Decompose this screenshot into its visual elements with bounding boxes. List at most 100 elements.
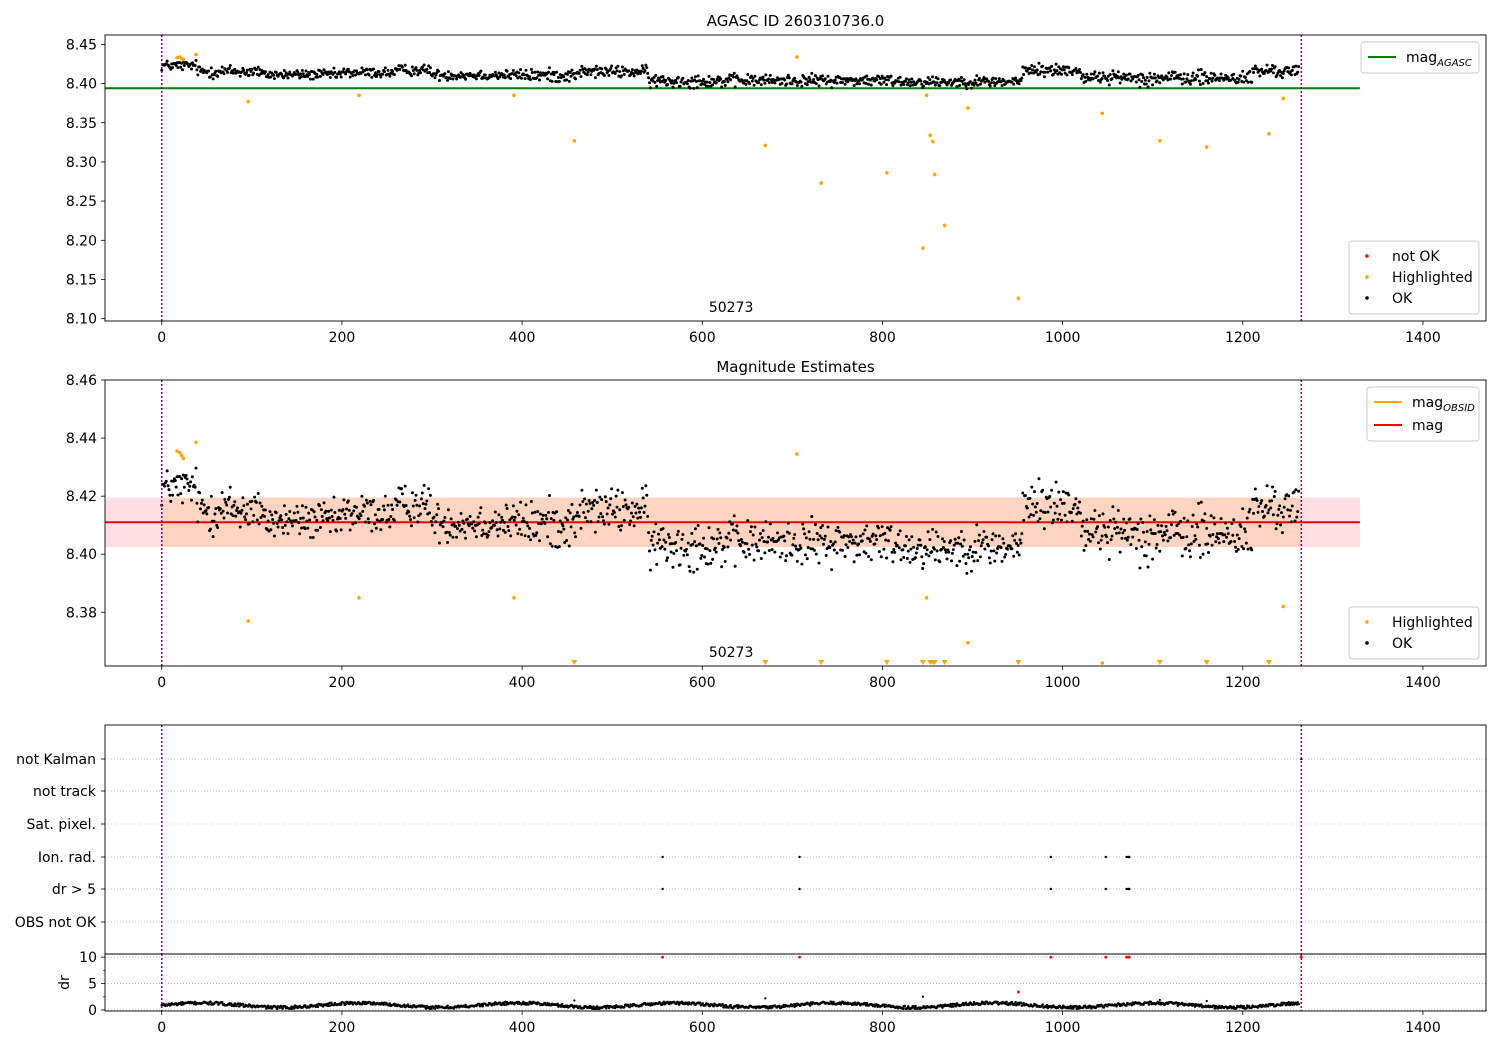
ok-point [645, 493, 649, 497]
ok-point [168, 493, 172, 497]
ok-point [1143, 78, 1147, 82]
ok-point [410, 65, 414, 69]
ok-point [843, 554, 847, 558]
ok-point [1020, 76, 1024, 80]
ok-point [588, 501, 592, 505]
ok-point [629, 511, 633, 515]
ok-point [1287, 66, 1291, 70]
ok-point [1028, 496, 1032, 500]
ok-point [386, 503, 390, 507]
ok-point [311, 536, 315, 539]
ok-point [1032, 490, 1036, 494]
ok-point [1278, 504, 1282, 508]
ok-point [540, 517, 544, 521]
ok-point [1194, 537, 1198, 541]
ok-point [1196, 525, 1200, 529]
legend-label: OK [1392, 291, 1413, 307]
ok-point [173, 479, 177, 483]
ok-point [1219, 72, 1223, 76]
ok-point [1247, 510, 1251, 514]
ok-point [726, 80, 730, 84]
ok-point [546, 77, 550, 81]
ok-point [1067, 66, 1071, 70]
ok-point [793, 533, 797, 536]
ok-point [479, 69, 483, 73]
ok-point [294, 518, 298, 522]
ok-point [597, 515, 601, 519]
ok-point [893, 550, 897, 554]
ok-point [850, 541, 854, 545]
ok-point [933, 558, 937, 562]
ok-point [723, 84, 727, 88]
ok-point [428, 70, 432, 74]
ok-point [752, 83, 756, 87]
ok-point [739, 544, 743, 548]
ok-point [822, 537, 826, 541]
ok-point [800, 562, 804, 566]
ok-point [179, 492, 183, 496]
ok-point [719, 536, 723, 540]
ok-point [1063, 513, 1067, 517]
ok-point [964, 562, 968, 566]
ok-point [878, 534, 882, 538]
ok-point [207, 506, 211, 509]
ok-point [729, 78, 733, 82]
legend-marker [1365, 275, 1369, 279]
ok-point [316, 528, 320, 532]
ok-point [589, 73, 593, 77]
ok-point [1205, 526, 1209, 530]
ok-point [174, 485, 178, 489]
ok-point [186, 481, 190, 485]
ok-point [888, 528, 892, 532]
ok-point [364, 73, 368, 77]
dr-point [1176, 1004, 1180, 1007]
ok-point [1201, 82, 1205, 86]
highlighted-point [763, 143, 768, 148]
ok-point [672, 552, 676, 556]
ok-point [1188, 555, 1192, 559]
ok-point [1043, 70, 1047, 74]
ok-point [1121, 531, 1125, 535]
ok-point [1194, 78, 1198, 82]
ok-point [491, 519, 495, 523]
ok-point [1270, 67, 1274, 71]
ok-point [208, 527, 212, 531]
ok-point [959, 542, 963, 546]
dr-point [914, 1004, 917, 1008]
x-tick-label: 0 [157, 330, 166, 346]
ok-point [1111, 69, 1115, 73]
legend-label: OK [1392, 636, 1413, 652]
ok-point [1257, 505, 1261, 509]
ok-point [1159, 530, 1163, 534]
ok-point [285, 520, 289, 524]
ok-point [1002, 541, 1006, 545]
ok-point [906, 81, 910, 85]
below-range-marker [1265, 660, 1272, 665]
ok-point [459, 512, 463, 516]
obsid-annotation: 50273 [709, 300, 754, 316]
ok-point [359, 514, 363, 518]
ok-point [351, 73, 355, 77]
ok-point [992, 549, 996, 553]
ok-point [1059, 498, 1063, 502]
x-tick-label: 1400 [1405, 330, 1441, 346]
ok-point [547, 510, 551, 514]
ok-point [889, 74, 893, 78]
ok-point [818, 534, 822, 538]
ok-point [1259, 501, 1263, 505]
dr-point [1071, 1007, 1075, 1010]
ok-point [742, 550, 746, 554]
ok-point [1029, 513, 1033, 517]
ok-point [1029, 71, 1033, 75]
ok-point [644, 484, 648, 488]
ok-point [275, 522, 279, 525]
ok-point [1153, 532, 1157, 536]
ok-point [533, 510, 537, 514]
ok-point [740, 78, 744, 82]
ok-point [1170, 509, 1174, 513]
ok-point [176, 66, 180, 70]
x-tick-label: 1000 [1045, 675, 1081, 691]
ok-point [656, 541, 660, 545]
ok-point [1199, 68, 1203, 72]
